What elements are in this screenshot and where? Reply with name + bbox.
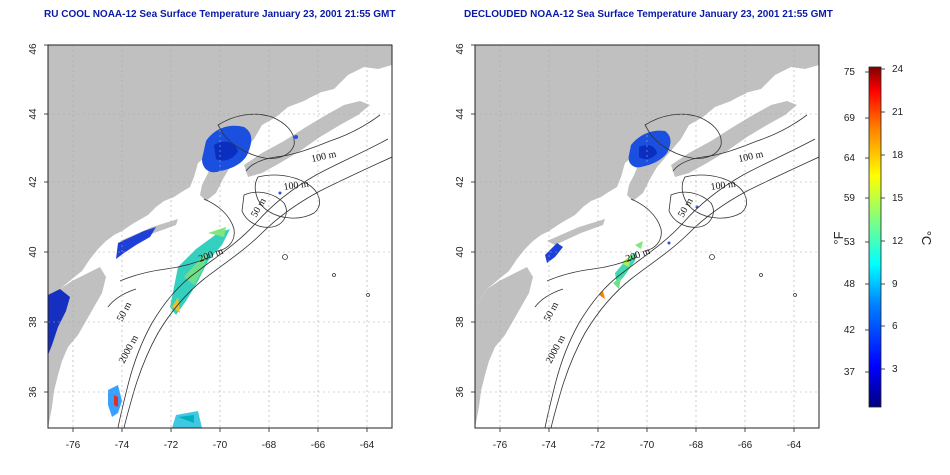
x-tick-label: -68 (262, 440, 277, 451)
y-tick-label: 36 (28, 386, 39, 398)
celsius-tick: 3 (892, 364, 898, 375)
contour-label: 100 m (310, 149, 337, 165)
celsius-tick: 12 (892, 236, 904, 247)
celsius-unit: °C (919, 231, 934, 246)
y-tick-label: 44 (28, 108, 39, 120)
colorbar: 75 69 64 59 53 48 42 37 24 21 18 15 12 9… (831, 64, 934, 408)
left-x-axis: -76 -74 -72 -70 -68 -66 -64 (66, 428, 375, 451)
x-tick-label: -64 (787, 440, 802, 451)
fahrenheit-tick: 75 (844, 67, 856, 78)
right-map (475, 45, 819, 428)
left-sst-patches (48, 125, 298, 428)
x-tick-label: -76 (66, 440, 81, 451)
fahrenheit-tick: 48 (844, 279, 856, 290)
right-y-axis: 36 38 40 42 44 46 (455, 43, 475, 398)
fahrenheit-tick: 69 (844, 113, 856, 124)
y-tick-label: 40 (28, 246, 39, 258)
right-grid (475, 45, 819, 428)
right-sst-patches (545, 130, 699, 299)
x-tick-label: -66 (738, 440, 753, 451)
y-tick-label: 36 (455, 386, 466, 398)
celsius-tick: 24 (892, 64, 904, 75)
x-tick-label: -72 (591, 440, 606, 451)
y-tick-label: 38 (455, 316, 466, 328)
left-grid (48, 45, 392, 428)
fahrenheit-tick: 42 (844, 325, 856, 336)
y-tick-label: 46 (455, 43, 466, 55)
celsius-tick: 9 (892, 279, 898, 290)
right-x-axis: -76 -74 -72 -70 -68 -66 -64 (493, 428, 802, 451)
celsius-tick: 21 (892, 107, 904, 118)
fahrenheit-unit: °F (831, 231, 846, 244)
contour-label: 100 m (710, 179, 737, 193)
x-tick-label: -72 (164, 440, 179, 451)
celsius-tick: 15 (892, 193, 904, 204)
x-tick-label: -74 (115, 440, 130, 451)
x-tick-label: -70 (213, 440, 228, 451)
colorbar-ramp (868, 66, 882, 408)
left-map (48, 45, 392, 428)
celsius-tick: 18 (892, 150, 904, 161)
contour-label: 100 m (737, 149, 764, 165)
y-tick-label: 44 (455, 108, 466, 120)
y-tick-label: 38 (28, 316, 39, 328)
x-tick-label: -70 (640, 440, 655, 451)
fahrenheit-tick: 64 (844, 153, 856, 164)
y-tick-label: 40 (455, 246, 466, 258)
contour-label: 100 m (283, 179, 310, 193)
y-tick-label: 46 (28, 43, 39, 55)
y-tick-label: 42 (28, 176, 39, 188)
right-panel-title: DECLOUDED NOAA-12 Sea Surface Temperatur… (464, 9, 833, 20)
left-panel-title: RU COOL NOAA-12 Sea Surface Temperature … (44, 9, 396, 20)
y-tick-label: 42 (455, 176, 466, 188)
x-tick-label: -64 (360, 440, 375, 451)
celsius-tick: 6 (892, 321, 898, 332)
x-tick-label: -76 (493, 440, 508, 451)
fahrenheit-tick: 37 (844, 367, 856, 378)
x-tick-label: -68 (689, 440, 704, 451)
x-tick-label: -74 (542, 440, 557, 451)
left-y-axis: 36 38 40 42 44 46 (28, 43, 48, 398)
fahrenheit-tick: 59 (844, 193, 856, 204)
fahrenheit-tick: 53 (844, 237, 856, 248)
x-tick-label: -66 (311, 440, 326, 451)
